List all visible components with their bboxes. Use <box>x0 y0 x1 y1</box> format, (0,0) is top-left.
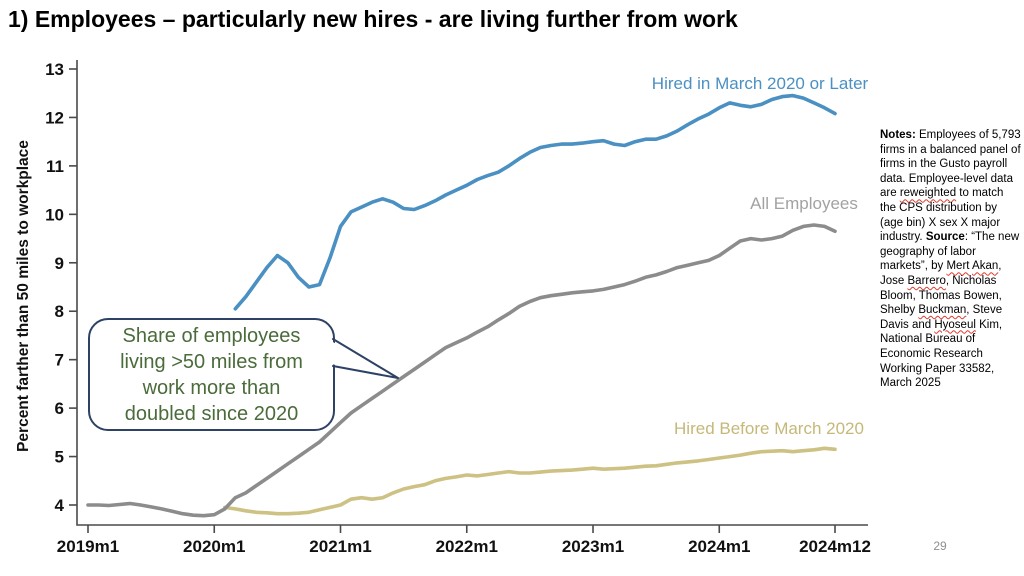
axis-lines <box>76 60 868 526</box>
y-axis-tick-label: 10 <box>45 205 64 224</box>
notes-text-segment: Hyoseul <box>934 318 976 331</box>
notes-text-segment: Akan <box>972 260 999 273</box>
y-axis-tick-label: 13 <box>45 60 64 79</box>
notes-text-segment: Notes: <box>880 129 916 141</box>
series-label-all-employees: All Employees <box>750 194 858 213</box>
callout-tail-outline <box>332 338 399 379</box>
notes-panel: Notes: Employees of 5,793 firms in a bal… <box>880 128 1021 391</box>
y-axis-tick-label: 4 <box>55 496 65 515</box>
notes-text-segment: Barrero <box>907 274 946 287</box>
notes-text-segment: Mert <box>946 260 970 273</box>
x-axis-tick-label: 2024m1 <box>688 537 750 556</box>
series-label-hired-before-march-2020: Hired Before March 2020 <box>674 419 864 438</box>
notes-text-segment: , Nicholas Bloom, Thomas Bowen, Shelby <box>880 274 1002 317</box>
callout-text: Share of employees living >50 miles from… <box>120 324 303 425</box>
y-axis-tick-label: 6 <box>55 399 64 418</box>
page-number: 29 <box>933 539 947 553</box>
notes-text-segment: : “The new geography of labor markets”, … <box>880 231 1020 273</box>
y-axis-tick-label: 5 <box>55 448 64 467</box>
x-axis-tick-label: 2022m1 <box>436 537 498 556</box>
notes-text-segment: , Jose <box>880 260 1002 287</box>
y-axis-tick-label: 8 <box>55 302 64 321</box>
notes-text-segment: Kim, National Bureau of Economic Researc… <box>880 318 1003 390</box>
callout-tail-fill <box>331 341 397 377</box>
notes-text-segment: to match the CPS distribution by (age bi… <box>880 187 1004 244</box>
x-axis-tick-label: 2024m12 <box>799 537 871 556</box>
x-axis-tick-label: 2019m1 <box>57 537 119 556</box>
notes-text-segment: , Steve Davis and <box>880 304 1003 331</box>
y-axis-tick-label: 7 <box>55 351 64 370</box>
notes-text-segment: reweighted <box>899 187 957 200</box>
x-axis-tick-label: 2021m1 <box>309 537 371 556</box>
slide-title: 1) Employees – particularly new hires - … <box>8 6 738 32</box>
y-axis-tick-label: 12 <box>45 108 64 127</box>
callout-bubble: Share of employees living >50 miles from… <box>88 318 335 431</box>
notes-text-segment: Buckman <box>918 304 967 317</box>
series-line-hired-before-march-2020 <box>223 446 837 516</box>
notes-text-segment: Employees of 5,793 firms in a balanced p… <box>880 129 1021 200</box>
notes-text-segment: Source <box>925 231 965 244</box>
x-axis-tick-label: 2023m1 <box>562 537 624 556</box>
y-axis-tick-label: 9 <box>55 254 64 273</box>
series-label-hired-in-march-2020-or-later: Hired in March 2020 or Later <box>651 74 869 93</box>
y-axis-tick-label: 11 <box>46 157 64 176</box>
x-axis-tick-label: 2020m1 <box>183 537 245 556</box>
y-axis-title: Percent farther than 50 miles to workpla… <box>15 140 32 452</box>
